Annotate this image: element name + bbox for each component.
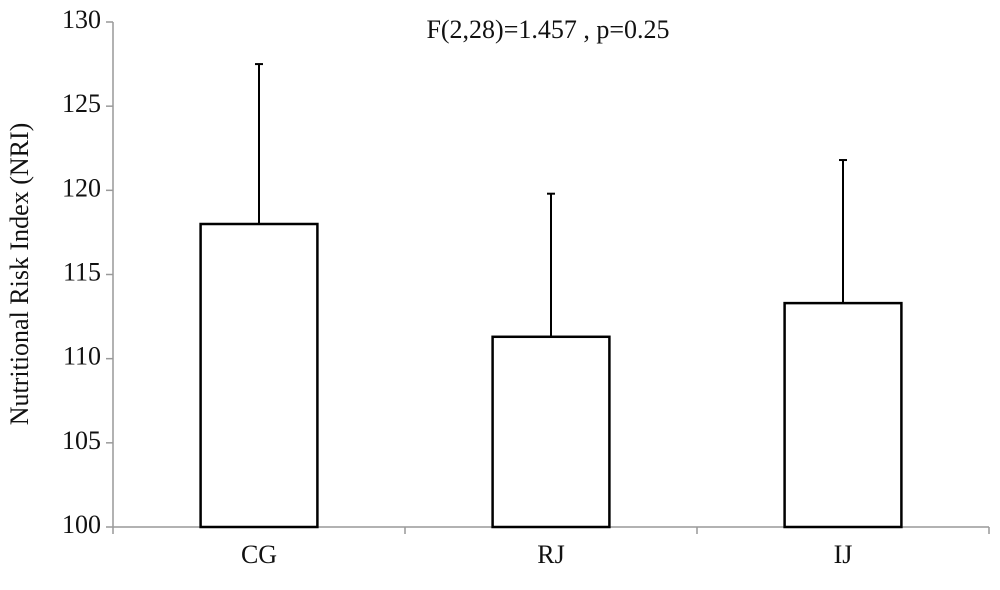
y-tick-label: 105 <box>62 426 101 455</box>
bar <box>491 335 611 529</box>
annotation: F(2,28)=1.457 , p=0.25 <box>426 15 669 44</box>
bar <box>783 301 903 529</box>
x-tick-label: RJ <box>537 540 564 569</box>
bar <box>199 222 319 529</box>
x-tick-label: IJ <box>834 540 853 569</box>
x-tick-label: CG <box>241 540 277 569</box>
y-tick-label: 130 <box>62 5 101 34</box>
y-tick-label: 115 <box>63 257 101 286</box>
y-tick-label: 120 <box>62 173 101 202</box>
y-tick-label: 100 <box>62 510 101 539</box>
y-tick-label: 125 <box>62 89 101 118</box>
y-axis-label: Nutritional Risk Index (NRI) <box>5 123 34 426</box>
y-tick-label: 110 <box>63 342 101 371</box>
